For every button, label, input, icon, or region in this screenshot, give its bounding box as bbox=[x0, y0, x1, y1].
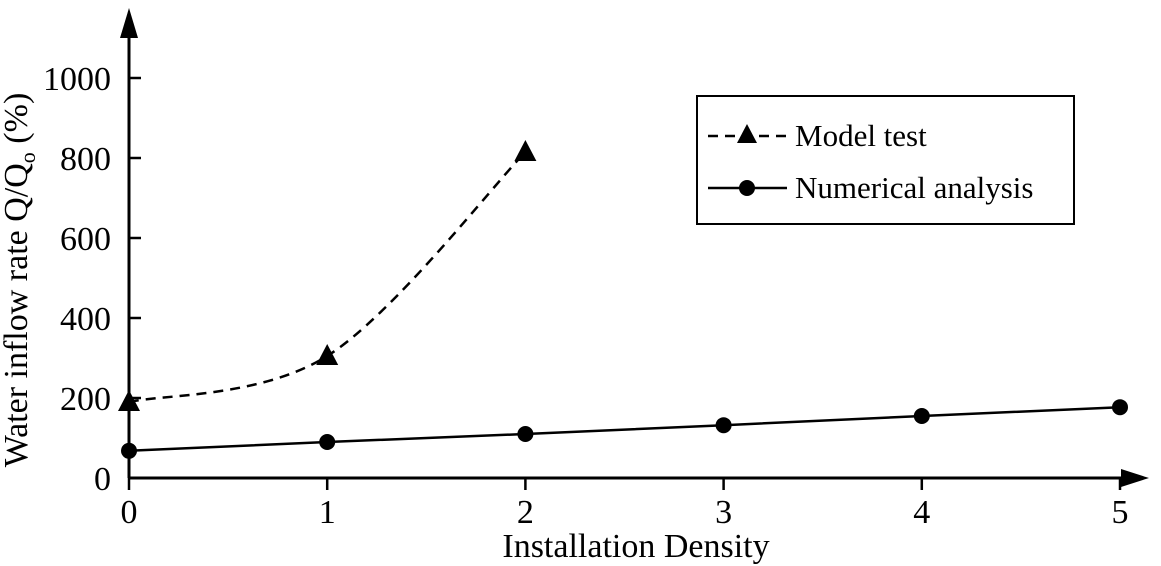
y-axis-arrow-icon bbox=[120, 8, 138, 38]
x-tick-label: 4 bbox=[913, 494, 930, 531]
legend-circle-marker-icon bbox=[739, 180, 755, 196]
legend-label-model-test: Model test bbox=[795, 118, 927, 153]
x-tick-label: 5 bbox=[1112, 494, 1129, 531]
data-point-model-test bbox=[118, 390, 140, 411]
data-point-model-test bbox=[514, 140, 537, 161]
x-tick-label: 0 bbox=[121, 494, 138, 531]
series-layer bbox=[118, 140, 1128, 459]
data-point-numerical-analysis bbox=[121, 442, 137, 459]
series-line-numerical-analysis bbox=[128, 405, 1121, 453]
data-point-numerical-analysis bbox=[913, 408, 930, 424]
y-tick-label: 0 bbox=[94, 461, 111, 498]
legend-triangle-marker-icon bbox=[737, 124, 757, 143]
x-axis-arrow-icon bbox=[1121, 469, 1149, 487]
x-tick-label: 3 bbox=[715, 494, 732, 531]
x-ticks: 0 1 2 3 4 5 bbox=[121, 478, 1129, 531]
y-tick-label: 600 bbox=[60, 221, 111, 258]
legend-box bbox=[696, 95, 1075, 225]
data-point-numerical-analysis bbox=[715, 417, 732, 434]
y-tick-label: 400 bbox=[60, 301, 111, 338]
data-point-numerical-analysis bbox=[319, 434, 336, 450]
legend: Model test Numerical analysis bbox=[696, 95, 1075, 225]
y-axis-title-main: Water inflow rate Q/Q bbox=[0, 163, 35, 467]
y-axis-title: Water inflow rate Q/Qo (%) bbox=[0, 93, 40, 468]
axes bbox=[120, 8, 1149, 487]
y-tick-label: 200 bbox=[60, 381, 111, 418]
x-tick-label: 2 bbox=[517, 494, 534, 531]
x-tick-label: 1 bbox=[319, 494, 336, 531]
y-tick-label: 800 bbox=[60, 141, 111, 178]
y-ticks: 0 200 400 600 800 1000 bbox=[43, 61, 141, 498]
legend-label-numerical-analysis: Numerical analysis bbox=[795, 170, 1033, 205]
y-axis-title-subscript: o bbox=[15, 152, 40, 163]
x-axis-title: Installation Density bbox=[502, 528, 769, 565]
y-tick-label: 1000 bbox=[43, 61, 111, 98]
data-point-model-test bbox=[316, 344, 339, 365]
y-axis-title-unit: (%) bbox=[0, 93, 35, 152]
data-point-numerical-analysis bbox=[1112, 399, 1128, 416]
data-point-numerical-analysis bbox=[517, 426, 534, 442]
